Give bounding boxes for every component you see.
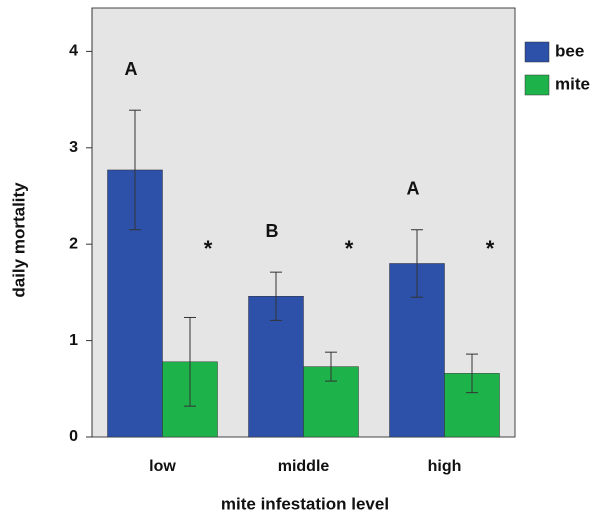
error-bar xyxy=(411,229,423,298)
significance-letter: A xyxy=(407,178,420,198)
y-tick-label: 4 xyxy=(69,43,78,60)
y-tick-label: 0 xyxy=(69,428,78,445)
y-tick-label: 1 xyxy=(69,332,78,349)
error-bar xyxy=(270,271,282,321)
x-tick-label: middle xyxy=(278,458,330,475)
x-tick-label: high xyxy=(428,458,462,475)
error-bar xyxy=(325,351,337,382)
error-bar xyxy=(129,109,141,231)
legend-label: mite xyxy=(555,74,590,93)
significance-star: * xyxy=(204,236,213,261)
bar xyxy=(107,169,163,438)
legend-swatch xyxy=(524,41,550,63)
significance-star: * xyxy=(345,236,354,261)
error-bar xyxy=(466,353,478,394)
legend-label: bee xyxy=(555,41,584,60)
significance-letter: A xyxy=(125,59,138,79)
significance-star: * xyxy=(486,236,495,261)
significance-letter: B xyxy=(266,221,279,241)
x-axis-label: mite infestation level xyxy=(221,494,389,513)
legend-swatch xyxy=(524,74,550,96)
y-axis-label: daily mortality xyxy=(9,182,28,298)
x-tick-label: low xyxy=(149,458,176,475)
y-tick-label: 3 xyxy=(69,139,78,156)
y-tick-label: 2 xyxy=(69,235,78,252)
error-bar xyxy=(184,316,196,407)
